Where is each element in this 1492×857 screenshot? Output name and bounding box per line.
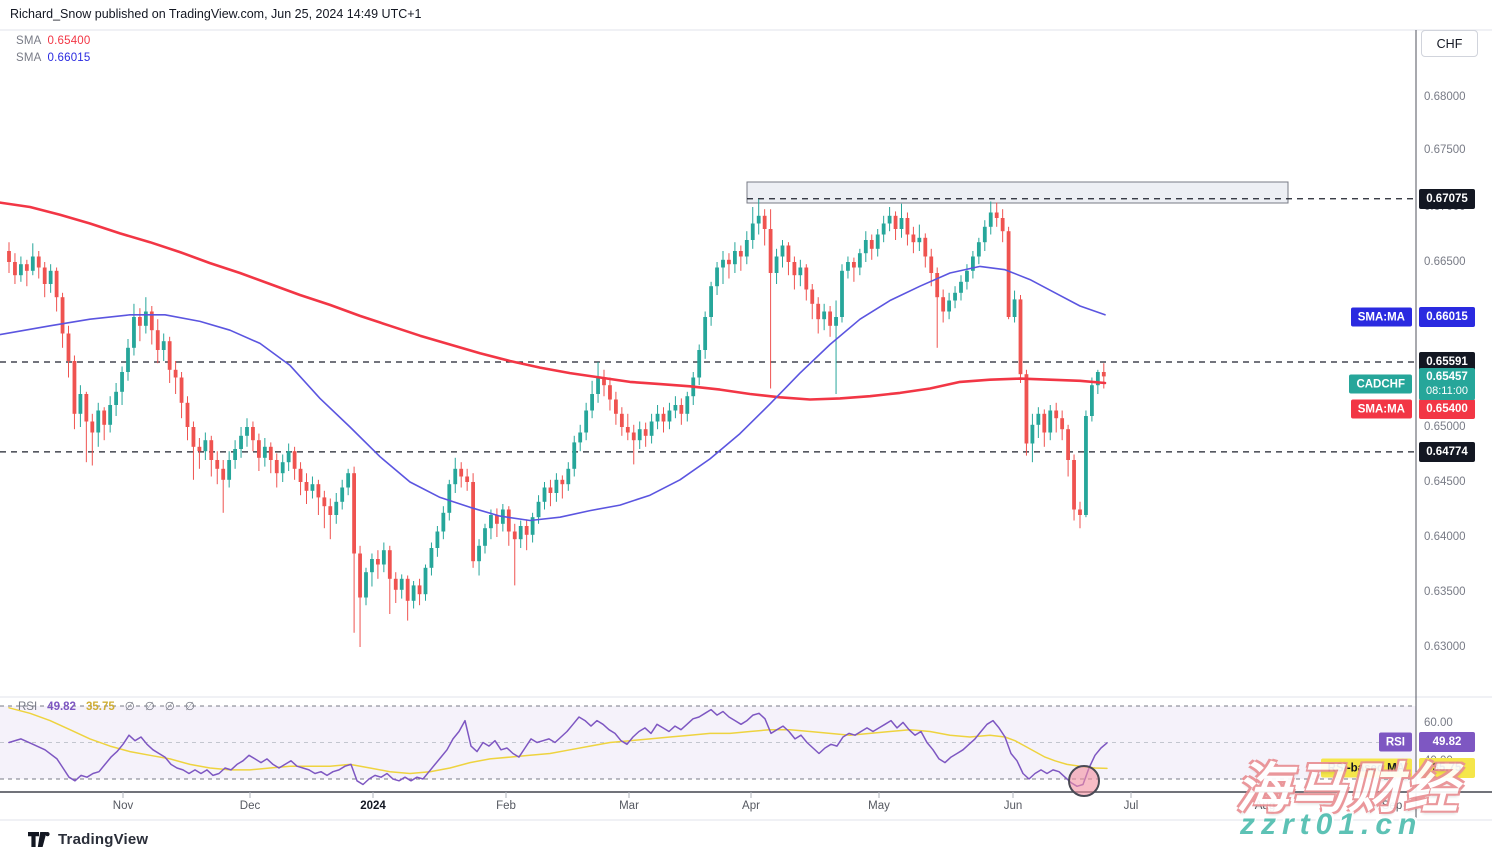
- time-axis-month-label: Jun: [1003, 800, 1023, 812]
- sma-value: 0.65400: [47, 35, 91, 47]
- rsi-empty-value-marker: ∅: [164, 701, 175, 713]
- watermark-chinese: 海马财经: [1236, 759, 1460, 819]
- price-axis-label: 0.67500: [1424, 144, 1466, 156]
- sma-label: SMA: [16, 35, 42, 47]
- sma-axis-tag: SMA:MA: [1350, 307, 1412, 327]
- watermark-url: zzrt01.cn: [1240, 808, 1423, 841]
- page-title: Richard_Snow published on TradingView.co…: [10, 7, 422, 21]
- price-axis-label: 0.68000: [1424, 91, 1466, 103]
- rsi-value-badge: 49.82: [1419, 732, 1475, 752]
- price-axis-label: 0.66500: [1424, 256, 1466, 268]
- time-axis-month-label: Apr: [742, 800, 760, 812]
- rsi-empty-value-marker: ∅: [184, 701, 195, 713]
- sma-legend-row-slow[interactable]: SMA 0.66015: [16, 52, 91, 64]
- symbol-last-price: 0.65457: [1426, 371, 1468, 383]
- time-axis-month-label: Dec: [239, 800, 261, 812]
- rsi-hidden-inputs: ∅ ∅ ∅ ∅: [125, 701, 205, 713]
- price-axis-label: 0.64500: [1424, 476, 1466, 488]
- price-axis-label: 0.65000: [1424, 421, 1466, 433]
- symbol-bar-time: 08:11:00: [1425, 385, 1468, 397]
- sma-legend-row-fast[interactable]: SMA 0.65400: [16, 35, 91, 47]
- time-axis-month-label: Nov: [112, 800, 134, 812]
- rsi-legend[interactable]: RSI 49.82 35.75 ∅ ∅ ∅ ∅: [18, 699, 215, 713]
- sma-value: 0.66015: [47, 52, 91, 64]
- tradingview-logo-icon: [28, 832, 50, 847]
- price-level-badge: 0.64774: [1419, 442, 1475, 462]
- rsi-ma-axis-tag: RSI-based MA: [1320, 758, 1412, 778]
- price-level-badge: 0.65591: [1419, 352, 1475, 372]
- time-axis-month-label: Jul: [1123, 800, 1139, 812]
- rsi-axis-tag: RSI: [1378, 732, 1412, 752]
- price-axis-label: 0.63500: [1424, 586, 1466, 598]
- currency-button[interactable]: CHF: [1421, 30, 1478, 57]
- rsi-empty-value-marker: ∅: [144, 701, 155, 713]
- sma-axis-tag: SMA:MA: [1350, 399, 1412, 419]
- tradingview-logo[interactable]: TradingView: [28, 831, 148, 848]
- time-axis-month-label: 2024: [360, 800, 386, 812]
- price-level-badge: 0.67075: [1419, 189, 1475, 209]
- time-axis-month-label: Sep: [1381, 800, 1403, 812]
- price-axis-label: 0.63000: [1424, 641, 1466, 653]
- rsi-ma-value: 35.75: [85, 701, 115, 713]
- time-axis-month-label: Mar: [619, 800, 639, 812]
- time-axis-month-label: Feb: [496, 800, 516, 812]
- time-axis-month-label: May: [868, 800, 890, 812]
- symbol-price-badge: 0.65457 08:11:00: [1419, 368, 1475, 400]
- rsi-axis-label: 60.00: [1424, 717, 1453, 729]
- rsi-label: RSI: [18, 701, 38, 713]
- rsi-value: 49.82: [47, 701, 76, 713]
- sma-axis-value-badge: 0.65400: [1419, 399, 1475, 419]
- sma-axis-value-badge: 0.66015: [1419, 307, 1475, 327]
- symbol-axis-tag: CADCHF: [1349, 374, 1412, 394]
- rsi-ma-value-badge: 35.75: [1419, 758, 1475, 778]
- time-axis-month-label: Aug: [1254, 800, 1276, 812]
- tradingview-logo-text: TradingView: [58, 831, 149, 848]
- sma-label: SMA: [16, 52, 42, 64]
- price-axis-label: 0.64000: [1424, 531, 1466, 543]
- rsi-empty-value-marker: ∅: [124, 701, 135, 713]
